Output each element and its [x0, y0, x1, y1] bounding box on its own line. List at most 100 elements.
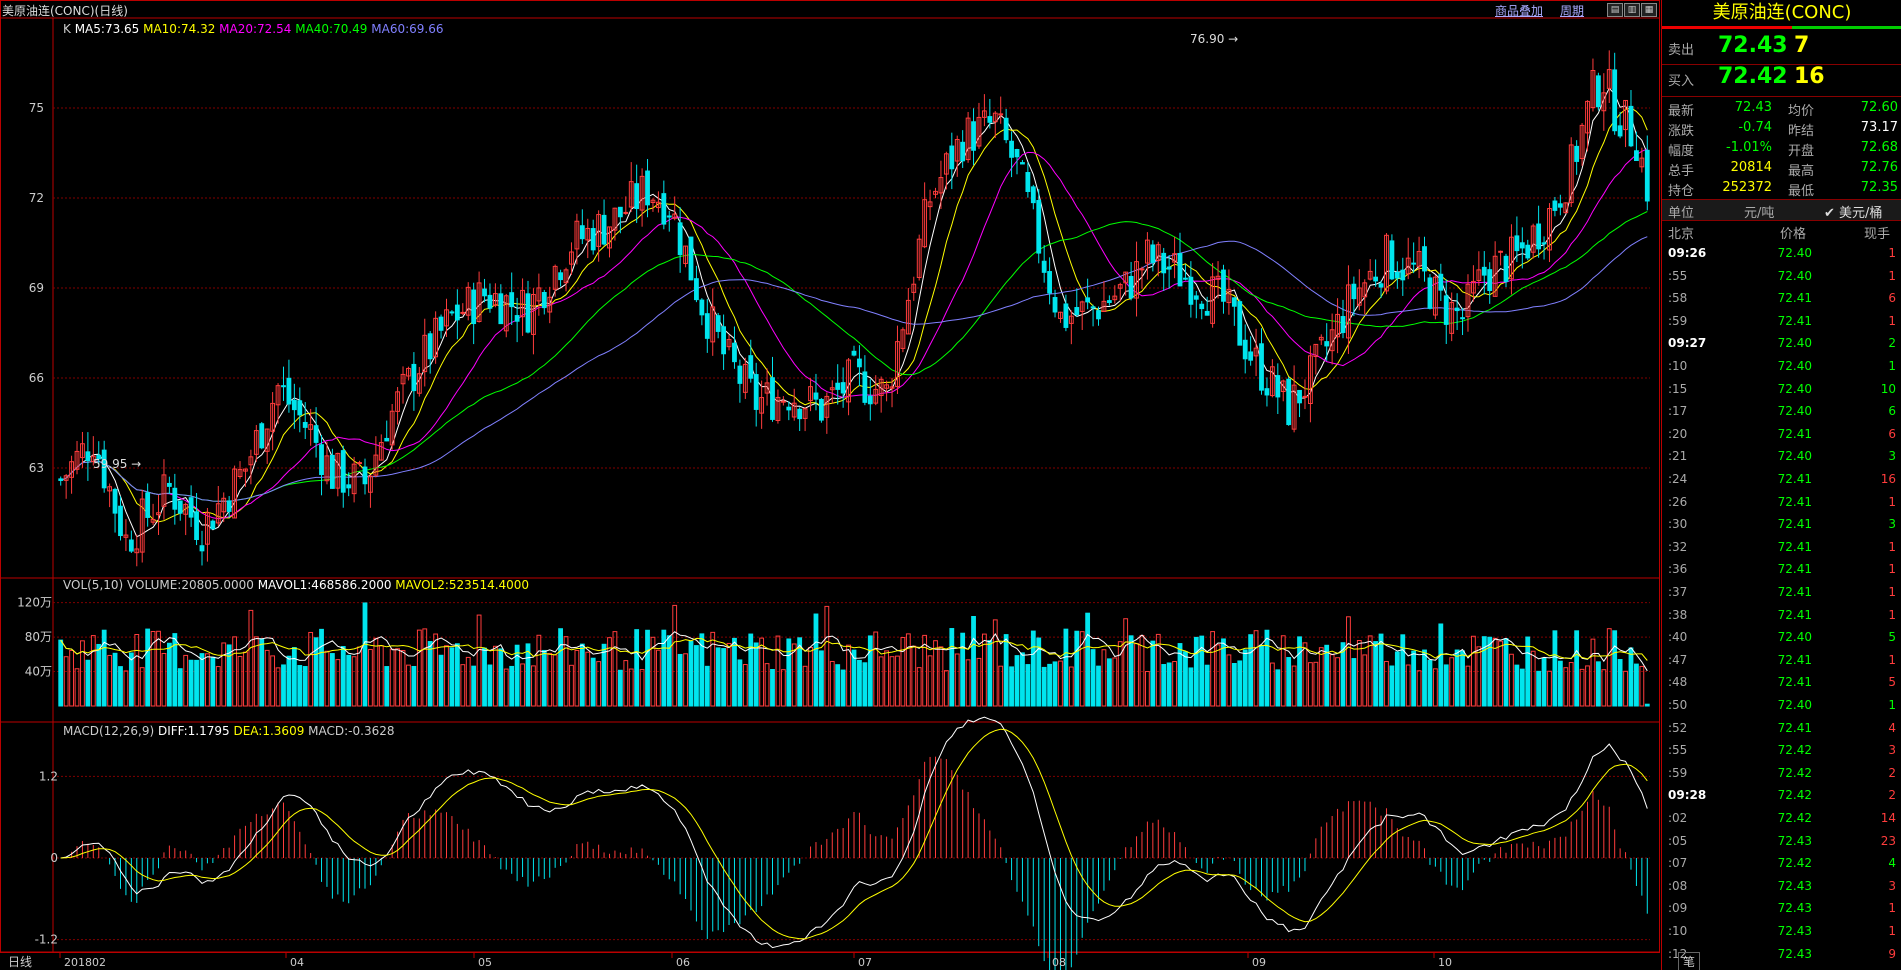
- candle-body: [607, 226, 612, 249]
- volume-bar: [476, 614, 482, 707]
- candle-body: [373, 454, 379, 476]
- volume-bar: [1204, 664, 1210, 707]
- candle-body: [1101, 300, 1107, 312]
- volume-bar: [726, 642, 732, 707]
- volume-bar: [1172, 661, 1177, 707]
- candle-body: [1112, 295, 1118, 301]
- tick-price: 72.43: [1777, 924, 1812, 938]
- candle-body: [1269, 366, 1275, 397]
- volume-bar: [1269, 662, 1275, 707]
- diff-value: DIFF:1.1795: [157, 724, 230, 738]
- volume-bar: [1242, 649, 1248, 707]
- layout-icon[interactable]: ▤: [1607, 3, 1623, 17]
- candle-body: [139, 498, 145, 553]
- stat-l2: 最高: [1788, 164, 1815, 179]
- volume-bar: [85, 659, 91, 707]
- volume-bar: [1574, 630, 1580, 707]
- candle-body: [1552, 200, 1558, 211]
- candle-body: [205, 512, 210, 545]
- chart-canvas[interactable]: 75 72 69 66 63 120万 80万 40万 1.2 0 -1.2 76.90 → 59.95…: [0, 0, 1660, 970]
- candle-body: [1020, 162, 1025, 165]
- candle-body: [895, 341, 900, 388]
- volume-bar: [471, 665, 477, 707]
- volume-bar: [694, 645, 699, 707]
- stat-row: 幅度 -1.01% 开盘 72.68: [1662, 138, 1901, 159]
- high-marker-label: 76.90 →: [1190, 32, 1238, 46]
- volume-bar: [1362, 654, 1368, 707]
- tick-header: 北京 价格 现手: [1662, 221, 1901, 242]
- candle-body: [471, 289, 477, 325]
- volume-bar: [965, 659, 971, 707]
- volume-bar: [998, 665, 1004, 707]
- volume-bar: [655, 649, 661, 707]
- candle-body: [998, 113, 1004, 116]
- volume-bar: [1237, 660, 1243, 707]
- mavol2-value: MAVOL2:523514.4000: [395, 578, 530, 592]
- candle-body: [1106, 300, 1112, 303]
- volume-bar: [536, 634, 542, 707]
- volume-bar: [623, 660, 629, 707]
- tick-qty: 1: [1888, 539, 1896, 554]
- candle-body: [1308, 355, 1313, 405]
- volume-bar: [221, 642, 227, 707]
- volume-bar: [319, 628, 324, 707]
- stat-l1: 最新: [1668, 104, 1695, 119]
- tick-qty: 6: [1888, 291, 1896, 306]
- candle-body: [628, 181, 634, 208]
- volume-bar: [938, 646, 944, 707]
- candle-body: [569, 251, 574, 265]
- tick-row: :59 72.41 1: [1662, 310, 1901, 332]
- stat-row: 持仓 252372 最低 72.35: [1662, 178, 1901, 199]
- candle-body: [938, 177, 944, 194]
- volume-bar: [672, 604, 678, 707]
- candle-body: [639, 175, 645, 211]
- candle-body: [780, 400, 786, 403]
- x-tick-label: 10: [1438, 956, 1452, 969]
- volume-bar: [1514, 664, 1520, 707]
- tick-price: 72.42: [1777, 788, 1812, 803]
- volume-bar: [416, 629, 422, 707]
- candle-body: [753, 374, 759, 410]
- layout3-icon[interactable]: ▦: [1641, 3, 1657, 17]
- overlay-link[interactable]: 商品叠加: [1495, 4, 1544, 18]
- volume-bar: [824, 605, 830, 707]
- volume-bar: [454, 643, 460, 707]
- period-link[interactable]: 周期: [1560, 4, 1585, 18]
- volume-bar: [1367, 635, 1373, 707]
- candle-body: [1400, 269, 1406, 281]
- volume-bar: [634, 629, 640, 707]
- volume-bar: [1481, 636, 1487, 707]
- volume-bar: [1547, 670, 1552, 707]
- tick-row: :02 72.42 14: [1662, 807, 1901, 829]
- unit-option-rmb[interactable]: 元/吨: [1744, 206, 1775, 221]
- volume-bar: [558, 628, 563, 707]
- volume-bar: [753, 642, 759, 707]
- volume-bar: [449, 647, 455, 707]
- candle-body: [1541, 242, 1547, 245]
- volume-bar: [465, 656, 471, 707]
- candle-body: [1318, 336, 1324, 341]
- tick-row: :07 72.42 4: [1662, 852, 1901, 874]
- volume-bar: [612, 631, 618, 707]
- candle-body: [1579, 124, 1585, 160]
- volume-bar: [1150, 640, 1156, 707]
- tick-time: :55: [1668, 268, 1688, 283]
- volume-bar: [797, 637, 803, 707]
- tab-trades[interactable]: 笔: [1678, 952, 1701, 970]
- unit-option-usd[interactable]: ✔ 美元/桶: [1824, 206, 1883, 221]
- candle-body: [982, 110, 987, 118]
- tick-qty: 1: [1888, 698, 1896, 712]
- volume-bar: [1324, 644, 1330, 707]
- volume-bar: [1291, 665, 1297, 707]
- candle-body: [188, 497, 194, 518]
- volume-tick-label: 80万: [25, 630, 52, 644]
- divider: [1662, 220, 1901, 221]
- volume-bar: [215, 666, 221, 707]
- volume-bar: [406, 664, 411, 707]
- layout2-icon[interactable]: ▥: [1624, 3, 1640, 17]
- tick-price: 72.43: [1777, 833, 1812, 848]
- candle-body: [85, 451, 91, 462]
- volume-bar: [943, 670, 949, 707]
- stat-v1: 72.43: [1734, 100, 1772, 115]
- volume-bar: [509, 665, 515, 707]
